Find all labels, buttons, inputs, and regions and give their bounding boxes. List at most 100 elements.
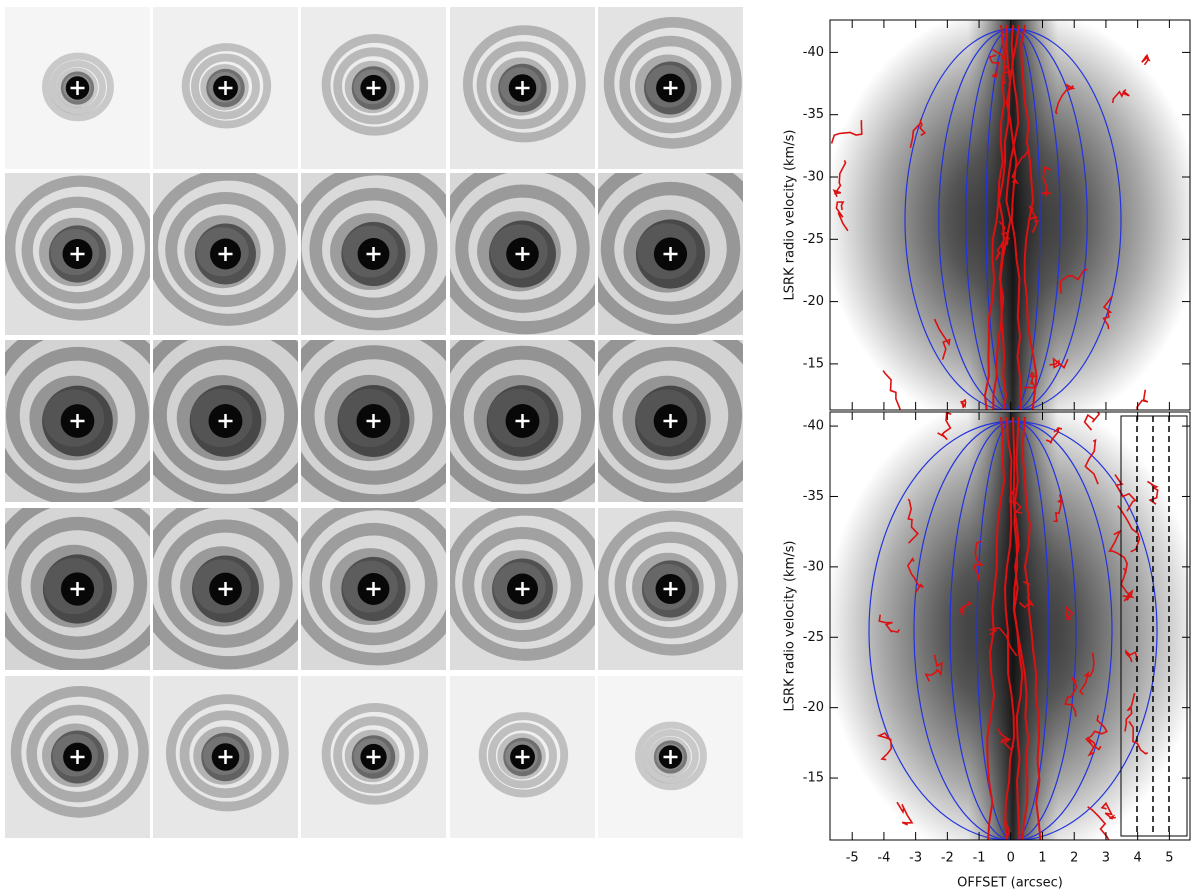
obs-contour (1083, 412, 1110, 431)
channel-map (153, 173, 298, 335)
obs-contour (882, 370, 901, 410)
ring (181, 43, 272, 129)
ring (26, 704, 129, 803)
ring (462, 526, 583, 643)
ring (309, 187, 438, 311)
ring (450, 173, 595, 335)
y-tick-label: -40 (803, 45, 824, 60)
pv-image (830, 412, 1190, 840)
ring (49, 60, 106, 115)
ring (603, 17, 742, 149)
ring (5, 346, 150, 484)
map-content (5, 508, 150, 670)
obs-contour (1136, 389, 1149, 410)
channel-map (598, 7, 743, 169)
cross (515, 81, 530, 95)
channel-map (5, 676, 150, 838)
channel-map (450, 7, 595, 169)
obs-contour (959, 601, 972, 616)
ring (478, 712, 569, 798)
obs-contour (1059, 268, 1088, 294)
cross (515, 582, 530, 596)
x-tick-label: -4 (877, 851, 890, 866)
cross (366, 750, 381, 764)
map-content (301, 508, 446, 670)
region-box (1120, 415, 1188, 837)
map-content (598, 173, 743, 335)
cross (663, 81, 678, 95)
pv-core (968, 20, 1058, 410)
obs-contour (1053, 494, 1064, 523)
ring (455, 184, 590, 313)
ring (450, 340, 595, 502)
frame (829, 411, 1191, 841)
y-tick-label: -20 (803, 700, 824, 715)
ring (301, 340, 446, 502)
obs-contour (876, 732, 893, 761)
channel-maps (5, 7, 743, 838)
obs-contour (1102, 295, 1113, 330)
obs-contour (909, 118, 927, 149)
obs-contour (924, 654, 943, 682)
channel-map (598, 508, 743, 670)
x-tick-label: 3 (1102, 851, 1110, 866)
ring (5, 508, 150, 670)
obs-contour (906, 557, 924, 593)
ring (158, 519, 293, 648)
obs-contour (983, 24, 1006, 410)
obs-contour (997, 728, 1015, 752)
obs-contour (933, 318, 951, 360)
obs-contour (1087, 806, 1110, 840)
cross (366, 81, 381, 95)
channel-map (153, 7, 298, 169)
cross (515, 414, 530, 428)
obs-contour (997, 24, 1014, 410)
ring (619, 35, 722, 134)
cross (218, 81, 233, 95)
cross (218, 750, 233, 764)
channel-map (153, 676, 298, 838)
cross (218, 414, 233, 428)
obs-contour (835, 201, 849, 232)
ring (598, 173, 743, 335)
ring (165, 694, 289, 812)
cross (663, 414, 678, 428)
y-axis-label: LSRK radio velocity (km/s) (783, 541, 798, 712)
x-tick-label: -5 (846, 851, 859, 866)
ring (642, 729, 699, 784)
map-content (5, 7, 150, 169)
obs-contour (1003, 416, 1015, 840)
channel-map (598, 340, 743, 502)
x-tick-label: 2 (1070, 851, 1078, 866)
obs-contour (1011, 148, 1030, 185)
obs-contour (960, 398, 967, 409)
ring (488, 722, 557, 789)
map-content (450, 340, 595, 502)
ring (600, 181, 741, 315)
channel-map (301, 508, 446, 670)
cross (218, 582, 233, 596)
ring (450, 508, 595, 661)
channel-map (598, 173, 743, 335)
ring (5, 175, 150, 321)
x-tick-label: -2 (941, 851, 954, 866)
ring (179, 710, 272, 799)
cross (663, 247, 678, 261)
cross (663, 582, 678, 596)
ring (153, 508, 298, 670)
x-tick-label: 4 (1134, 851, 1142, 866)
pv-panel: -40 -35 -30 -25 -20 -15 LSRK radio velocity (k… (783, 19, 1191, 411)
obs-contour (1012, 416, 1030, 840)
obs-contour (1100, 801, 1116, 820)
obs-contour (1141, 53, 1151, 66)
cross (366, 414, 381, 428)
map-content (5, 340, 150, 502)
ring (333, 716, 414, 794)
obs-contour (973, 540, 985, 582)
ring (165, 191, 286, 308)
obs-contour (830, 120, 863, 144)
channel-map (5, 340, 150, 502)
map-content (598, 340, 743, 502)
y-tick-label: -30 (803, 559, 824, 574)
